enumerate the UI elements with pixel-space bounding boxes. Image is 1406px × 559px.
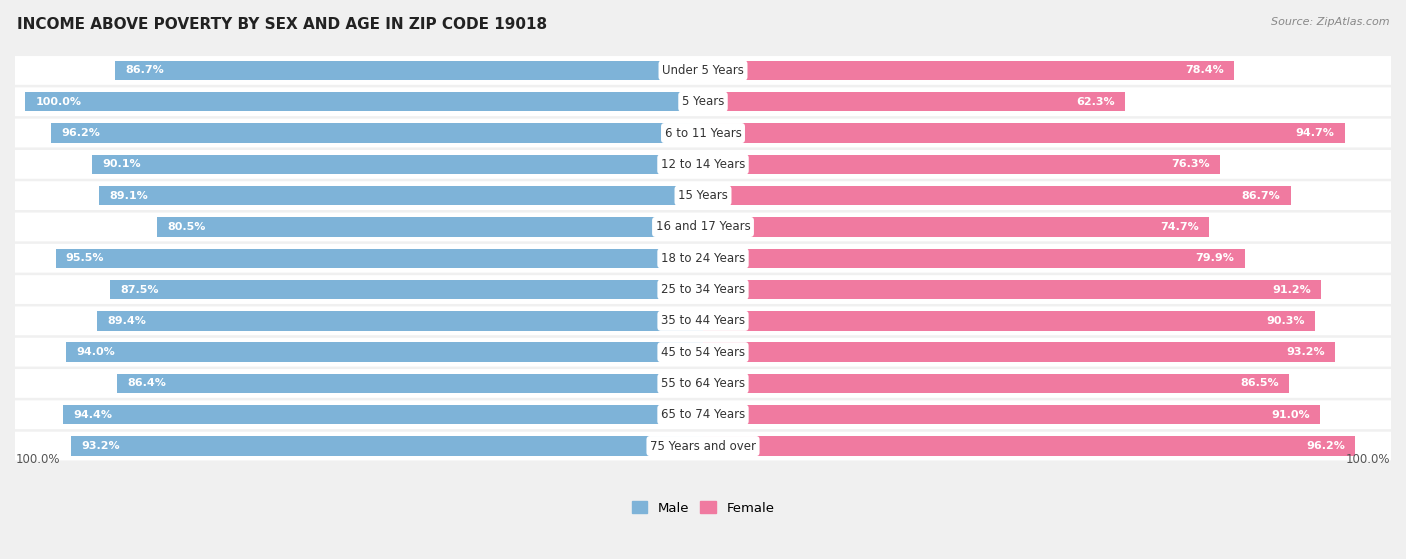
FancyBboxPatch shape (15, 275, 1391, 304)
Bar (117, 374, 703, 393)
Text: 94.4%: 94.4% (73, 410, 112, 420)
FancyBboxPatch shape (15, 87, 1391, 116)
Text: 35 to 44 Years: 35 to 44 Years (661, 314, 745, 328)
Text: 16 and 17 Years: 16 and 17 Years (655, 220, 751, 234)
Text: 91.0%: 91.0% (1271, 410, 1309, 420)
Bar (703, 61, 1234, 80)
Text: 94.0%: 94.0% (76, 347, 115, 357)
Text: 96.2%: 96.2% (1306, 441, 1346, 451)
Bar (703, 280, 1322, 299)
Bar (63, 405, 703, 424)
Text: 55 to 64 Years: 55 to 64 Years (661, 377, 745, 390)
Text: 62.3%: 62.3% (1077, 97, 1115, 107)
FancyBboxPatch shape (15, 432, 1391, 461)
Bar (97, 311, 703, 330)
Bar (703, 311, 1315, 330)
Text: 100.0%: 100.0% (15, 453, 60, 466)
Text: 96.2%: 96.2% (60, 128, 100, 138)
FancyBboxPatch shape (15, 212, 1391, 241)
Bar (703, 249, 1244, 268)
Text: 89.4%: 89.4% (107, 316, 146, 326)
Text: 18 to 24 Years: 18 to 24 Years (661, 252, 745, 265)
Text: 91.2%: 91.2% (1272, 285, 1310, 295)
Text: 89.1%: 89.1% (110, 191, 148, 201)
Text: 93.2%: 93.2% (82, 441, 120, 451)
Bar (115, 61, 703, 80)
FancyBboxPatch shape (15, 244, 1391, 273)
Bar (703, 374, 1289, 393)
Bar (157, 217, 703, 236)
Text: 79.9%: 79.9% (1195, 253, 1234, 263)
Bar (703, 186, 1291, 205)
Bar (110, 280, 703, 299)
Text: 6 to 11 Years: 6 to 11 Years (665, 126, 741, 140)
FancyBboxPatch shape (15, 119, 1391, 148)
Bar (66, 343, 703, 362)
Bar (25, 92, 703, 111)
Bar (703, 124, 1346, 143)
Text: 74.7%: 74.7% (1160, 222, 1199, 232)
Bar (703, 155, 1220, 174)
Text: 12 to 14 Years: 12 to 14 Years (661, 158, 745, 171)
Text: 94.7%: 94.7% (1296, 128, 1334, 138)
Text: 95.5%: 95.5% (66, 253, 104, 263)
FancyBboxPatch shape (15, 150, 1391, 179)
Text: 45 to 54 Years: 45 to 54 Years (661, 345, 745, 359)
Text: Source: ZipAtlas.com: Source: ZipAtlas.com (1271, 17, 1389, 27)
Text: 90.3%: 90.3% (1267, 316, 1305, 326)
Text: 80.5%: 80.5% (167, 222, 205, 232)
Text: INCOME ABOVE POVERTY BY SEX AND AGE IN ZIP CODE 19018: INCOME ABOVE POVERTY BY SEX AND AGE IN Z… (17, 17, 547, 32)
FancyBboxPatch shape (15, 56, 1391, 85)
Text: 25 to 34 Years: 25 to 34 Years (661, 283, 745, 296)
Text: 100.0%: 100.0% (1346, 453, 1391, 466)
Bar (51, 124, 703, 143)
Text: 76.3%: 76.3% (1171, 159, 1211, 169)
FancyBboxPatch shape (15, 400, 1391, 429)
Text: 78.4%: 78.4% (1185, 65, 1225, 75)
Legend: Male, Female: Male, Female (626, 496, 780, 520)
Text: 86.4%: 86.4% (128, 378, 166, 389)
Bar (703, 92, 1125, 111)
Bar (703, 343, 1334, 362)
Text: 86.7%: 86.7% (125, 65, 165, 75)
Text: 65 to 74 Years: 65 to 74 Years (661, 408, 745, 421)
FancyBboxPatch shape (15, 181, 1391, 210)
Bar (703, 437, 1355, 456)
Text: 100.0%: 100.0% (35, 97, 82, 107)
FancyBboxPatch shape (15, 306, 1391, 335)
Text: 15 Years: 15 Years (678, 189, 728, 202)
Bar (93, 155, 703, 174)
Text: 86.7%: 86.7% (1241, 191, 1281, 201)
Bar (703, 405, 1320, 424)
Bar (98, 186, 703, 205)
Text: 87.5%: 87.5% (120, 285, 159, 295)
Text: 75 Years and over: 75 Years and over (650, 439, 756, 453)
Bar (72, 437, 703, 456)
FancyBboxPatch shape (15, 369, 1391, 398)
Text: Under 5 Years: Under 5 Years (662, 64, 744, 77)
Text: 5 Years: 5 Years (682, 95, 724, 108)
Text: 93.2%: 93.2% (1286, 347, 1324, 357)
FancyBboxPatch shape (15, 338, 1391, 367)
Text: 86.5%: 86.5% (1240, 378, 1279, 389)
Text: 90.1%: 90.1% (103, 159, 141, 169)
Bar (56, 249, 703, 268)
Bar (703, 217, 1209, 236)
